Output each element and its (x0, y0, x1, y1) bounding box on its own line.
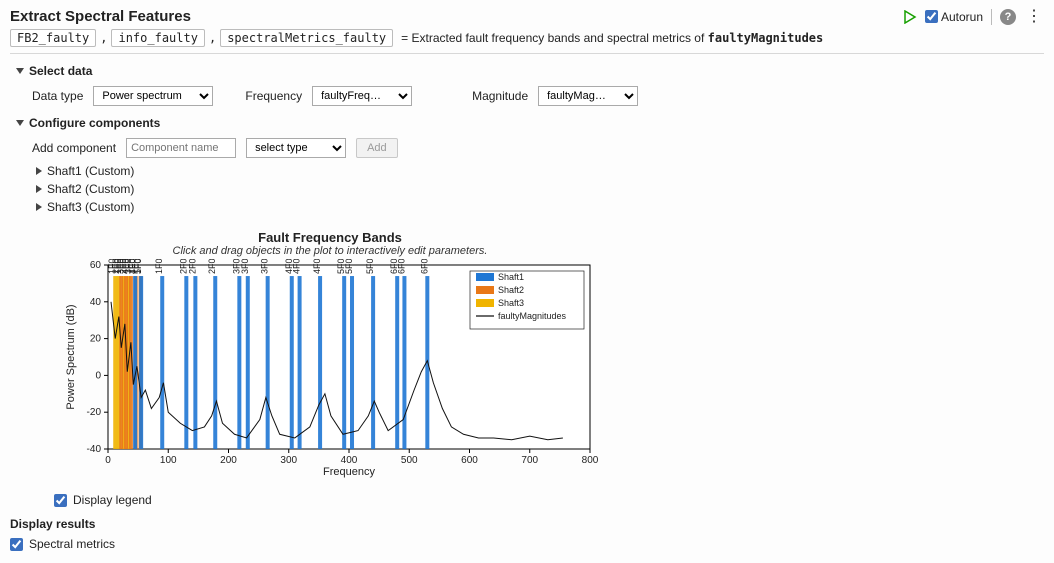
chart-area[interactable]: 0 100 200 300 400 500 600 700 800 -40 -20 0 20 40 60 1F… (60, 259, 600, 479)
add-component-label: Add component (32, 141, 116, 155)
svg-text:200: 200 (220, 455, 237, 466)
spectral-metrics-checkbox[interactable] (10, 538, 23, 551)
section-configure-components[interactable]: Configure components (16, 116, 1044, 130)
svg-text:300: 300 (280, 455, 297, 466)
chevron-down-icon (16, 120, 24, 126)
output-var[interactable]: info_faulty (111, 29, 204, 47)
svg-text:700: 700 (521, 455, 538, 466)
svg-text:-20: -20 (87, 407, 102, 418)
svg-text:2F0: 2F0 (207, 259, 217, 274)
data-type-label: Data type (32, 89, 83, 103)
chart-subtitle: Click and drag objects in the plot to in… (60, 245, 600, 257)
output-description: = Extracted fault frequency bands and sp… (401, 31, 823, 45)
svg-text:4F0: 4F0 (312, 259, 322, 274)
svg-text:60: 60 (90, 260, 102, 271)
display-legend-label: Display legend (73, 493, 152, 507)
run-icon[interactable] (903, 10, 917, 24)
frequency-label: Frequency (245, 89, 302, 103)
magnitude-select[interactable]: faultyMag… (538, 86, 638, 106)
add-button[interactable]: Add (356, 138, 398, 158)
component-item[interactable]: Shaft1 (Custom) (36, 164, 1044, 178)
svg-text:1F0+1F1: 1F0+1F1 (133, 259, 143, 274)
svg-text:6F0+1F1: 6F0+1F1 (396, 259, 406, 274)
svg-text:Shaft3: Shaft3 (498, 298, 524, 308)
svg-text:Power Spectrum (dB): Power Spectrum (dB) (65, 304, 77, 409)
component-item[interactable]: Shaft2 (Custom) (36, 182, 1044, 196)
svg-text:-40: -40 (87, 444, 102, 455)
help-icon[interactable]: ? (1000, 9, 1016, 25)
svg-text:500: 500 (401, 455, 418, 466)
chevron-right-icon (36, 203, 42, 211)
component-name-input[interactable] (126, 138, 236, 158)
section-select-data[interactable]: Select data (16, 64, 1044, 78)
data-type-select[interactable]: Power spectrum (93, 86, 213, 106)
svg-text:Frequency: Frequency (323, 466, 375, 478)
page-title: Extract Spectral Features (10, 8, 191, 25)
svg-text:20: 20 (90, 334, 102, 345)
autorun-label: Autorun (941, 10, 983, 24)
svg-text:2F0+1F1: 2F0+1F1 (187, 259, 197, 274)
svg-text:Shaft1: Shaft1 (498, 272, 524, 282)
component-type-select[interactable]: select type (246, 138, 346, 158)
magnitude-label: Magnitude (472, 89, 528, 103)
autorun-checkbox[interactable] (925, 10, 938, 23)
kebab-menu-icon[interactable]: ⋮ (1024, 9, 1044, 25)
svg-text:40: 40 (90, 297, 102, 308)
chevron-down-icon (16, 68, 24, 74)
svg-text:800: 800 (582, 455, 599, 466)
svg-text:faultyMagnitudes: faultyMagnitudes (498, 311, 567, 321)
svg-text:5F0: 5F0 (365, 259, 375, 274)
svg-text:Shaft2: Shaft2 (498, 285, 524, 295)
frequency-select[interactable]: faultyFreq… (312, 86, 412, 106)
component-item[interactable]: Shaft3 (Custom) (36, 200, 1044, 214)
output-var[interactable]: FB2_faulty (10, 29, 96, 47)
display-legend-checkbox[interactable] (54, 494, 67, 507)
chevron-right-icon (36, 185, 42, 193)
spectral-metrics-label: Spectral metrics (29, 537, 115, 551)
svg-text:3F0+1F1: 3F0+1F1 (240, 259, 250, 274)
svg-text:600: 600 (461, 455, 478, 466)
output-var[interactable]: spectralMetrics_faulty (220, 29, 393, 47)
svg-text:1F0: 1F0 (154, 259, 164, 274)
svg-text:100: 100 (160, 455, 177, 466)
svg-text:400: 400 (341, 455, 358, 466)
svg-text:0: 0 (105, 455, 111, 466)
svg-text:4F0+1F1: 4F0+1F1 (292, 259, 302, 274)
svg-text:3F0: 3F0 (260, 259, 270, 274)
display-results-header: Display results (10, 517, 1044, 531)
chevron-right-icon (36, 167, 42, 175)
svg-text:6F0: 6F0 (419, 259, 429, 274)
chart-title: Fault Frequency Bands (60, 230, 600, 245)
svg-text:0: 0 (95, 370, 101, 381)
svg-text:5F0+1F1: 5F0+1F1 (344, 259, 354, 274)
